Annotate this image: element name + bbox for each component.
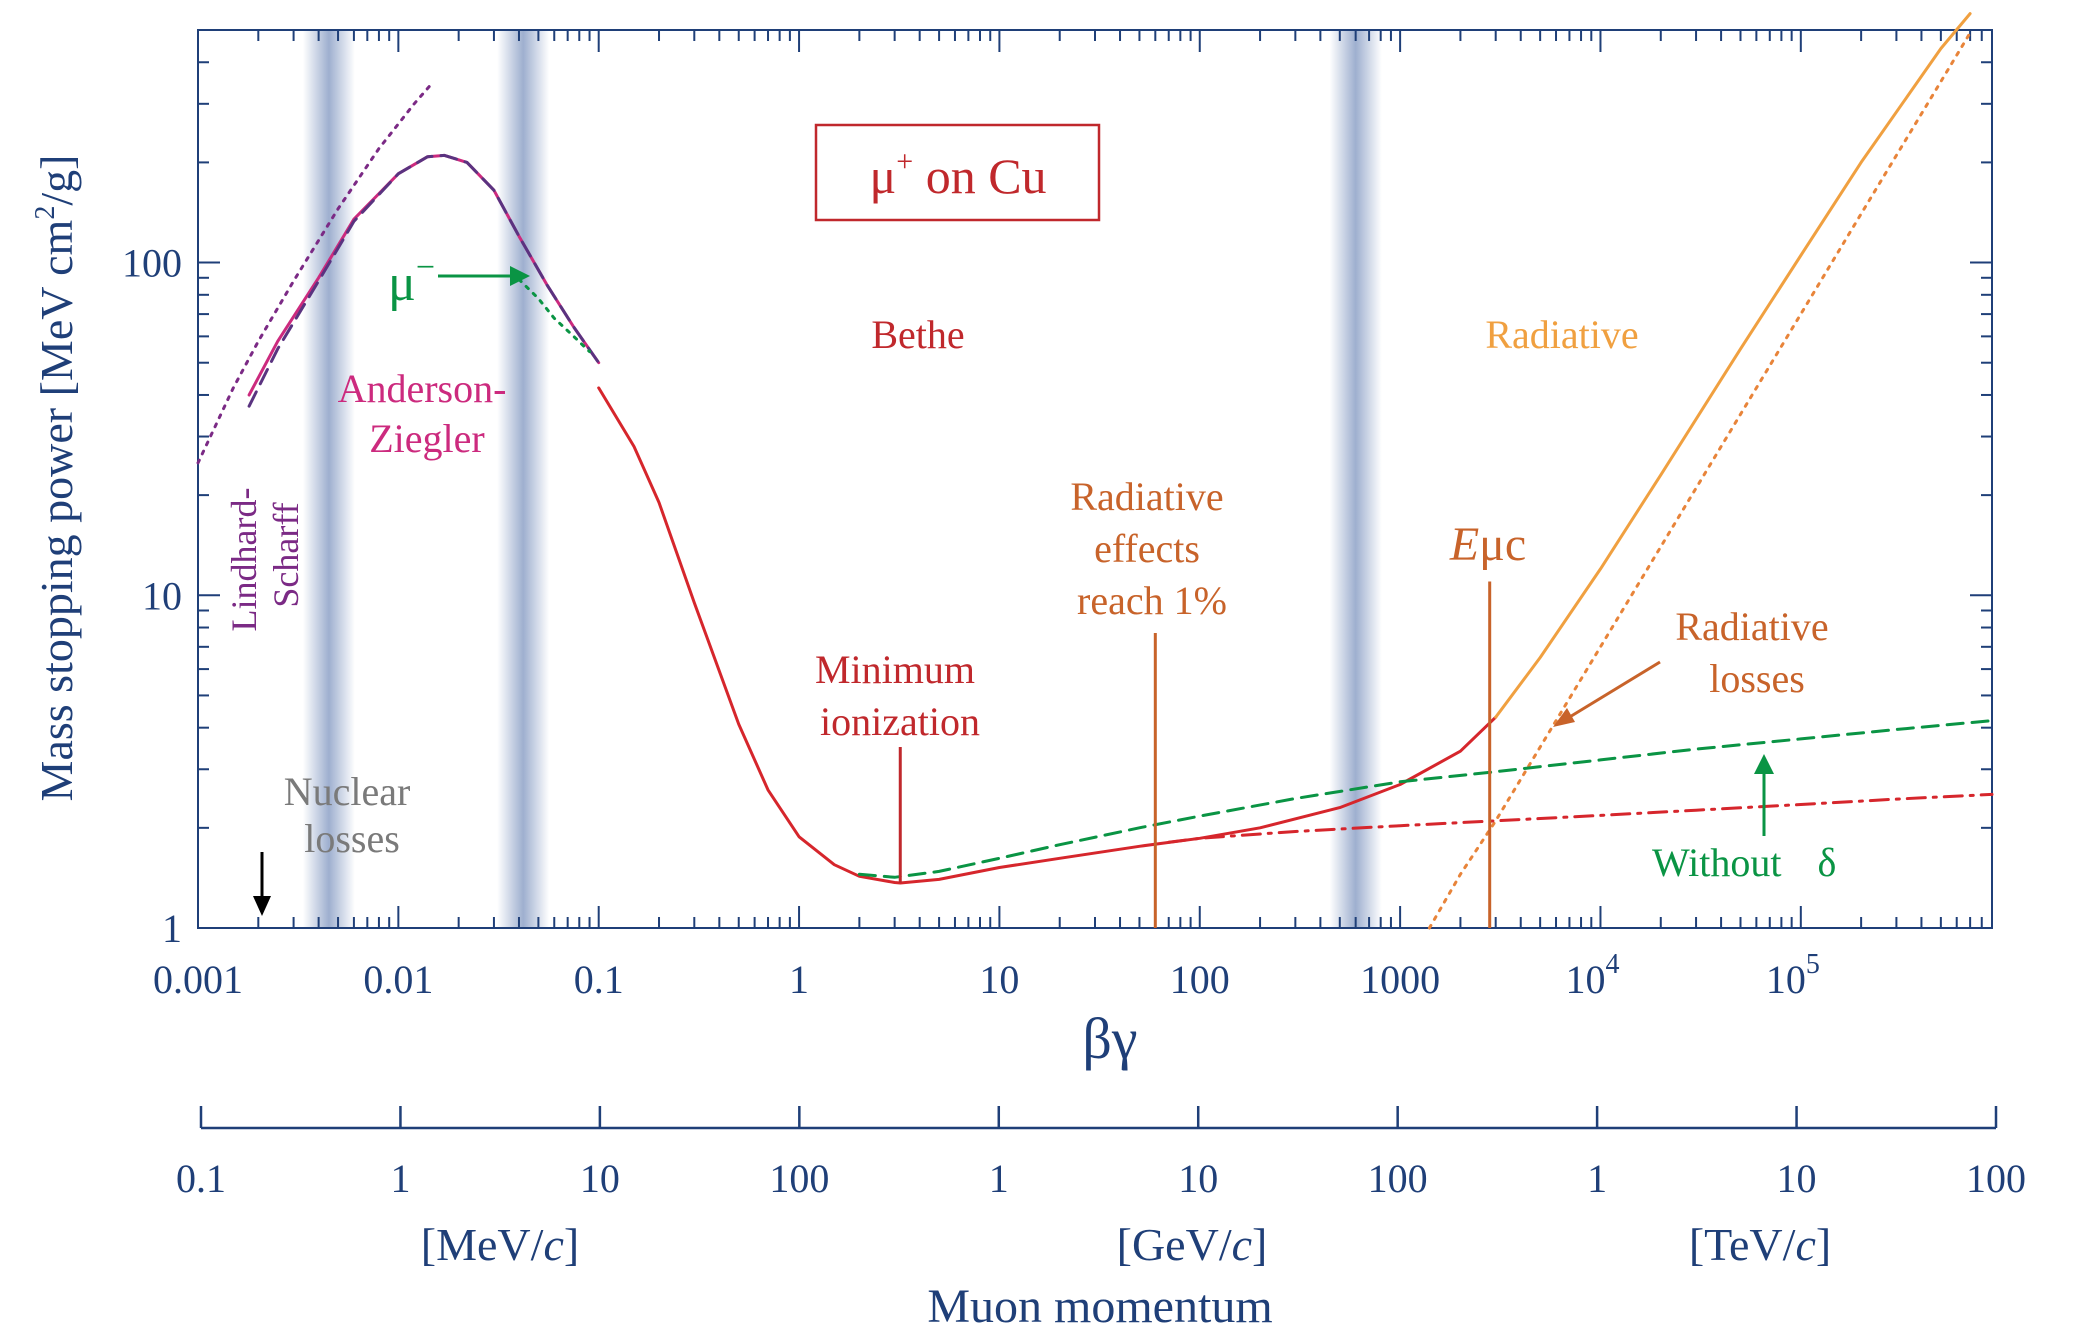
y-tick-label-1: 10 (142, 573, 182, 618)
emuc-muc: μc (1479, 518, 1526, 571)
x-tick-label-3: 1 (789, 957, 809, 1002)
momentum-tick-label-9: 100 (1966, 1156, 2026, 1201)
without-text: Without (1652, 840, 1782, 885)
label-lindhard-1: Lindhard- (224, 488, 264, 632)
y-tick-label-2: 100 (122, 241, 182, 286)
nuclear-arrow-head (253, 896, 271, 916)
label-radiative: Radiative (1485, 312, 1638, 357)
label-without-delta: Without δ (1652, 840, 1836, 885)
series-line-7 (1167, 792, 1994, 844)
shaded-band-2 (1329, 30, 1382, 928)
momentum-axis: 0.1 1 10 100 1 10 100 1 10 100 (176, 1106, 2026, 1201)
label-min-ionization: Minimum ionization (815, 647, 985, 744)
label-anderson-ziegler: Anderson- Ziegler (338, 366, 517, 461)
tev-c: c (1795, 1219, 1815, 1270)
x-tick-label-sup-8: 5 (1806, 949, 1820, 980)
series-line-3 (517, 277, 591, 354)
label-anderson: Anderson- (338, 366, 507, 411)
momentum-unit-tev: [TeV/c] (1689, 1219, 1831, 1270)
x-tick-label-5: 100 (1170, 957, 1230, 1002)
min-ion-line-2: ionization (820, 699, 980, 744)
rad-eff-line-3: reach 1% (1077, 578, 1227, 623)
momentum-tick-label-2: 10 (580, 1156, 620, 1201)
axis-ticks: 0.001 0.01 0.1 1 10 100 1000 104 105 1 10 100 (122, 29, 1993, 1002)
x-tick-label-sup-7: 4 (1605, 949, 1619, 980)
label-bethe: Bethe (871, 312, 964, 357)
rad-loss-line-1: Radiative (1675, 604, 1828, 649)
y-tick-label-0: 1 (162, 906, 182, 951)
momentum-tick-label-8: 10 (1777, 1156, 1817, 1201)
series-line-5 (1494, 12, 1972, 719)
mev-c: c (543, 1219, 563, 1270)
momentum-tick-label-3: 100 (769, 1156, 829, 1201)
series-line-0 (196, 80, 436, 465)
chart-title: μ+ on Cu (869, 145, 1046, 204)
shaded-band-1 (497, 30, 550, 928)
label-emuc: Eμc (1449, 518, 1526, 571)
momentum-tick-label-0: 0.1 (176, 1156, 226, 1201)
y-axis-label: Mass stopping power [MeV cm2/g] (30, 155, 82, 802)
emuc-e: E (1449, 518, 1479, 571)
title-particle: μ (869, 148, 896, 204)
title-rest: on Cu (913, 148, 1046, 204)
radiative-losses-arrow-shaft (1567, 660, 1661, 720)
nuclear-line-1: Nuclear (284, 769, 411, 814)
mev-post: ] (564, 1219, 579, 1270)
marker-lines (898, 581, 1492, 928)
label-lindhard: Lindhard- Scharff (224, 479, 306, 632)
mu-minus-sup: − (416, 249, 435, 286)
nuclear-line-2: losses (304, 816, 400, 861)
rad-eff-line-2: effects (1094, 526, 1200, 571)
x-tick-label-1: 0.01 (363, 957, 433, 1002)
without-delta: δ (1818, 840, 1837, 885)
series-line-8 (857, 719, 1994, 879)
y-label-sup: 2 (30, 206, 61, 220)
x-tick-label-6: 1000 (1360, 957, 1440, 1002)
momentum-tick-label-5: 10 (1178, 1156, 1218, 1201)
mev-pre: [MeV/ (421, 1219, 544, 1270)
rad-loss-line-2: losses (1709, 656, 1805, 701)
y-label-tail: /g] (31, 155, 82, 206)
x-tick-label-8: 105 (1766, 949, 1820, 1002)
momentum-tick-label-4: 1 (989, 1156, 1009, 1201)
series-lines (196, 12, 1994, 930)
momentum-tick-label-6: 100 (1368, 1156, 1428, 1201)
tev-post: ] (1816, 1219, 1831, 1270)
x-tick-label-2: 0.1 (574, 957, 624, 1002)
gev-c: c (1232, 1219, 1252, 1270)
series-line-6 (1427, 31, 1972, 930)
shaded-bands (302, 30, 1382, 928)
x-tick-label-7: 104 (1565, 949, 1619, 1002)
label-nuclear-losses: Nuclear losses (284, 769, 421, 861)
shaded-band-0 (302, 30, 355, 928)
label-ziegler: Ziegler (369, 416, 485, 461)
x-axis-label: βγ (1082, 1006, 1137, 1071)
momentum-unit-mev: [MeV/c] (421, 1219, 579, 1270)
momentum-unit-gev: [GeV/c] (1117, 1219, 1268, 1270)
radiative-losses-arrow-head (1553, 708, 1575, 727)
gev-pre: [GeV/ (1117, 1219, 1232, 1270)
title-box (814, 123, 1101, 222)
gev-post: ] (1252, 1219, 1267, 1270)
series-line-2 (247, 153, 601, 408)
label-lindhard-2: Scharff (266, 502, 306, 607)
without-delta-arrow-head (1754, 754, 1774, 774)
rad-eff-line-1: Radiative (1070, 474, 1223, 519)
plot-frame (197, 29, 1993, 929)
mu-minus-letter: μ (388, 255, 416, 312)
x-tick-label-0: 0.001 (153, 957, 243, 1002)
x-tick-label-4: 10 (979, 957, 1019, 1002)
title-charge: + (896, 145, 913, 178)
y-label-main: Mass stopping power [MeV cm (31, 219, 82, 801)
label-radiative-losses: Radiative losses (1675, 604, 1838, 701)
momentum-axis-title: Muon momentum (927, 1280, 1272, 1333)
momentum-tick-label-1: 1 (390, 1156, 410, 1201)
tev-pre: [TeV/ (1689, 1219, 1796, 1270)
label-mu-minus: μ− (388, 249, 435, 312)
label-radiative-effects: Radiative effects reach 1% (1070, 474, 1233, 623)
min-ion-line-1: Minimum (815, 647, 975, 692)
momentum-tick-label-7: 1 (1587, 1156, 1607, 1201)
mu-minus-arrow-head (510, 266, 530, 286)
